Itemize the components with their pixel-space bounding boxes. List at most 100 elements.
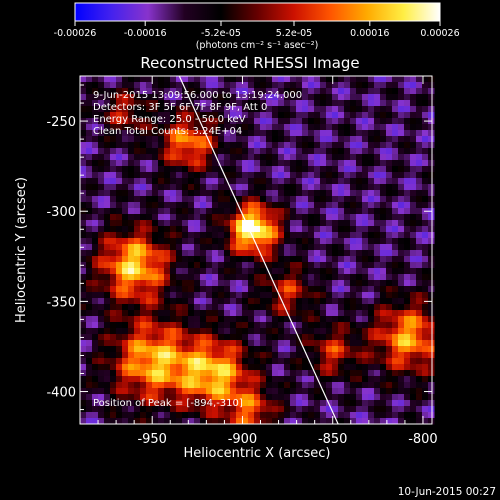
heatmap-cell: [194, 166, 201, 173]
heatmap-cell: [314, 244, 321, 251]
heatmap-cell: [284, 250, 291, 257]
heatmap-cell: [314, 388, 321, 395]
heatmap-cell: [188, 124, 195, 131]
heatmap-cell: [236, 406, 243, 413]
heatmap-cell: [416, 94, 423, 101]
heatmap-cell: [224, 112, 231, 119]
heatmap-cell: [122, 418, 129, 425]
heatmap-cell: [356, 100, 363, 107]
heatmap-cell: [416, 274, 423, 281]
heatmap-cell: [260, 238, 267, 245]
heatmap-cell: [404, 400, 411, 407]
heatmap-cell: [428, 382, 435, 389]
heatmap-cell: [134, 226, 141, 233]
heatmap-cell: [224, 274, 231, 281]
y-tick-label: -250: [46, 115, 76, 130]
heatmap-cell: [116, 130, 123, 137]
heatmap-cell: [386, 376, 393, 383]
heatmap-cell: [182, 298, 189, 305]
heatmap-cell: [236, 268, 243, 275]
heatmap-cell: [422, 394, 429, 401]
heatmap-cell: [332, 304, 339, 311]
heatmap-cell: [356, 382, 363, 389]
heatmap-cell: [98, 322, 105, 329]
heatmap-cell: [398, 406, 405, 413]
heatmap-cell: [386, 334, 393, 341]
heatmap-cell: [182, 184, 189, 191]
heatmap-cell: [104, 76, 111, 83]
heatmap-cell: [290, 130, 297, 137]
heatmap-cell: [350, 394, 357, 401]
heatmap-cell: [176, 82, 183, 89]
heatmap-cell: [254, 136, 261, 143]
heatmap-cell: [212, 340, 219, 347]
heatmap-cell: [236, 358, 243, 365]
heatmap-cell: [182, 250, 189, 257]
heatmap-cell: [236, 232, 243, 239]
heatmap-cell: [290, 370, 297, 377]
heatmap-cell: [386, 220, 393, 227]
heatmap-cell: [344, 202, 351, 209]
heatmap-cell: [344, 106, 351, 113]
heatmap-cell: [158, 262, 165, 269]
heatmap-cell: [224, 322, 231, 329]
heatmap-cell: [308, 322, 315, 329]
heatmap-cell: [230, 232, 237, 239]
heatmap-cell: [92, 394, 99, 401]
heatmap-cell: [110, 388, 117, 395]
heatmap-cell: [338, 130, 345, 137]
heatmap-cell: [410, 238, 417, 245]
timestamp: 10-Jun-2015 00:27: [398, 486, 496, 498]
heatmap-cell: [386, 106, 393, 113]
y-tick-label: -300: [46, 205, 76, 220]
heatmap-cell: [266, 190, 273, 197]
heatmap-cell: [308, 226, 315, 233]
heatmap-cell: [284, 364, 291, 371]
heatmap-cell: [104, 304, 111, 311]
heatmap-cell: [242, 370, 249, 377]
heatmap-cell: [140, 124, 147, 131]
heatmap-cell: [410, 172, 417, 179]
heatmap-cell: [164, 178, 171, 185]
heatmap-cell: [332, 226, 339, 233]
heatmap-cell: [422, 106, 429, 113]
heatmap-cell: [110, 256, 117, 263]
heatmap-cell: [350, 346, 357, 353]
heatmap-cell: [398, 364, 405, 371]
heatmap-cell: [248, 76, 255, 83]
heatmap-cell: [80, 232, 87, 239]
heatmap-cell: [302, 328, 309, 335]
heatmap-cell: [290, 358, 297, 365]
heatmap-cell: [422, 406, 429, 413]
heatmap-cell: [188, 202, 195, 209]
heatmap-cell: [104, 334, 111, 341]
heatmap-cell: [290, 418, 297, 425]
heatmap-cell: [302, 106, 309, 113]
heatmap-cell: [182, 232, 189, 239]
heatmap-cell: [308, 406, 315, 413]
heatmap-cell: [218, 136, 225, 143]
heatmap-cell: [284, 322, 291, 329]
heatmap-cell: [110, 334, 117, 341]
heatmap-cell: [266, 274, 273, 281]
heatmap-cell: [374, 394, 381, 401]
heatmap-cell: [296, 286, 303, 293]
heatmap-cell: [386, 274, 393, 281]
heatmap-cell: [332, 118, 339, 125]
heatmap-cell: [176, 382, 183, 389]
heatmap-cell: [326, 82, 333, 89]
heatmap-cell: [92, 190, 99, 197]
heatmap-cell: [230, 148, 237, 155]
heatmap-cell: [374, 208, 381, 215]
heatmap-cell: [338, 406, 345, 413]
heatmap-cell: [92, 418, 99, 425]
heatmap-cell: [278, 160, 285, 167]
y-axis-title: Heliocentric Y (arcsec): [14, 177, 29, 323]
heatmap-cell: [236, 220, 243, 227]
heatmap-cell: [344, 262, 351, 269]
heatmap-cell: [386, 394, 393, 401]
heatmap-cell: [152, 262, 159, 269]
heatmap-cell: [254, 304, 261, 311]
heatmap-cell: [344, 196, 351, 203]
heatmap-cell: [260, 88, 267, 95]
